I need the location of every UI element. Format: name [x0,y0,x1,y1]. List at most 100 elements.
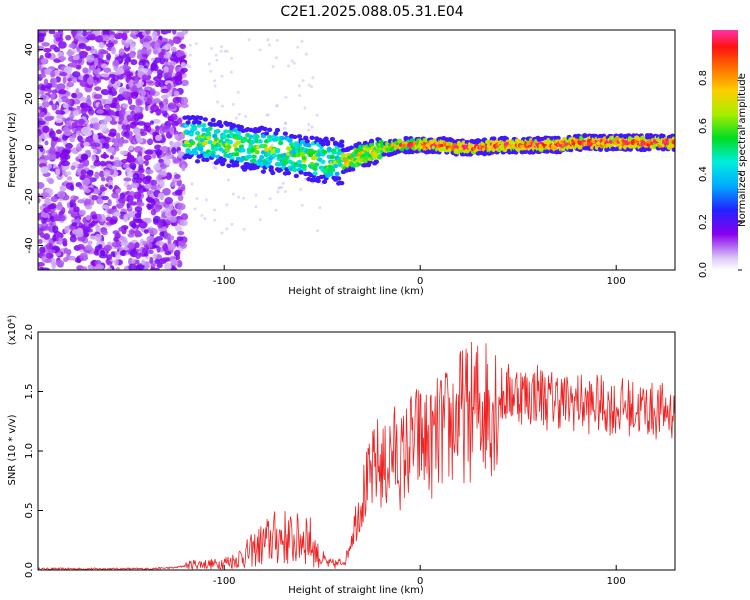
heatmap-cell [60,95,69,103]
heatmap-cell [177,230,185,236]
heatmap-cell [328,172,334,177]
heatmap-cell [167,237,172,246]
heatmap-cell [141,247,148,254]
heatmap-cell [186,63,190,67]
heatmap-cell [167,64,174,71]
heatmap-cell [53,214,60,222]
heatmap-cell [409,149,415,155]
heatmap-cell [207,126,213,131]
heatmap-cell [271,152,277,158]
heatmap-cell [129,121,137,129]
heatmap-cell [287,138,293,143]
heatmap-cell [130,91,139,99]
heatmap-cell [627,147,633,152]
heatmap-cell [155,134,163,141]
heatmap-cell [164,151,172,156]
heatmap-cell [78,43,87,50]
heatmap-cell [240,148,246,153]
heatmap-cell [166,82,172,91]
heatmap-cell [86,76,94,85]
heatmap-cell [47,163,53,169]
x-tick-label: 0 [417,276,423,287]
heatmap-cell [326,146,332,152]
heatmap-cell [64,225,70,234]
heatmap-cell [70,30,78,36]
heatmap-cell [325,141,331,147]
heatmap-cell [56,114,64,120]
heatmap-cell [66,50,75,56]
heatmap-cell [223,129,229,134]
heatmap-cell [225,49,229,53]
heatmap-cell [171,57,181,62]
heatmap-cell [62,240,67,246]
heatmap-cell [109,34,115,42]
heatmap-cell [180,103,189,109]
heatmap-cell [102,151,107,160]
heatmap-cell [111,241,120,248]
heatmap-cell [375,149,381,154]
heatmap-cell [237,112,241,116]
heatmap-cell [38,181,45,190]
heatmap-cell [122,163,130,169]
heatmap-cell [106,260,113,266]
heatmap-cell [156,185,162,191]
heatmap-cell [87,264,94,270]
heatmap-cell [161,106,171,112]
heatmap-cell [199,138,205,143]
heatmap-cell [340,153,346,158]
heatmap-cell [247,38,251,42]
heatmap-cell [109,218,118,225]
heatmap-cell [63,247,69,254]
heatmap-cell [85,46,92,51]
heatmap-cell [301,79,305,83]
heatmap-cell [127,242,135,249]
heatmap-cell [65,171,72,176]
heatmap-cell [262,126,268,132]
heatmap-cell [74,35,82,40]
heatmap-cell [296,159,303,165]
heatmap-cell [298,170,304,175]
spectrogram-y-ticks: -40 -20 0 20 40 [24,43,43,254]
heatmap-cell [138,220,148,229]
heatmap-cell [49,70,56,78]
heatmap-cell [139,58,146,63]
heatmap-cell [59,72,68,77]
heatmap-cell [153,267,160,270]
heatmap-cell [301,164,307,170]
heatmap-cell [93,69,100,75]
heatmap-cell [310,125,314,129]
heatmap-cell [157,220,164,229]
heatmap-cell [39,30,48,34]
heatmap-cell [254,193,258,197]
heatmap-cell [76,118,86,126]
heatmap-cell [155,241,165,247]
heatmap-cell [174,133,180,140]
heatmap-cell [146,235,154,243]
heatmap-cell [271,65,275,69]
heatmap-cell [145,175,152,181]
heatmap-cell [292,61,296,65]
heatmap-cell [213,218,217,222]
heatmap-cell [115,188,121,194]
heatmap-cell [100,176,106,182]
heatmap-cell [136,138,144,144]
heatmap-cell [144,169,154,175]
heatmap-cell [70,165,76,171]
heatmap-cell [213,146,219,152]
heatmap-cell [190,182,194,186]
heatmap-cell [278,185,282,189]
heatmap-cell [334,171,340,176]
heatmap-cell [88,223,94,228]
heatmap-cell [94,57,99,66]
heatmap-cell [154,144,162,151]
heatmap-cell [148,249,154,254]
heatmap-cell [174,224,183,232]
heatmap-cell [38,73,47,79]
heatmap-cell [145,30,151,35]
heatmap-cell [121,250,127,256]
heatmap-cell [66,81,75,88]
heatmap-cell [132,218,142,223]
heatmap-cell [51,261,57,270]
heatmap-cell [204,198,208,202]
heatmap-cell [48,222,54,227]
